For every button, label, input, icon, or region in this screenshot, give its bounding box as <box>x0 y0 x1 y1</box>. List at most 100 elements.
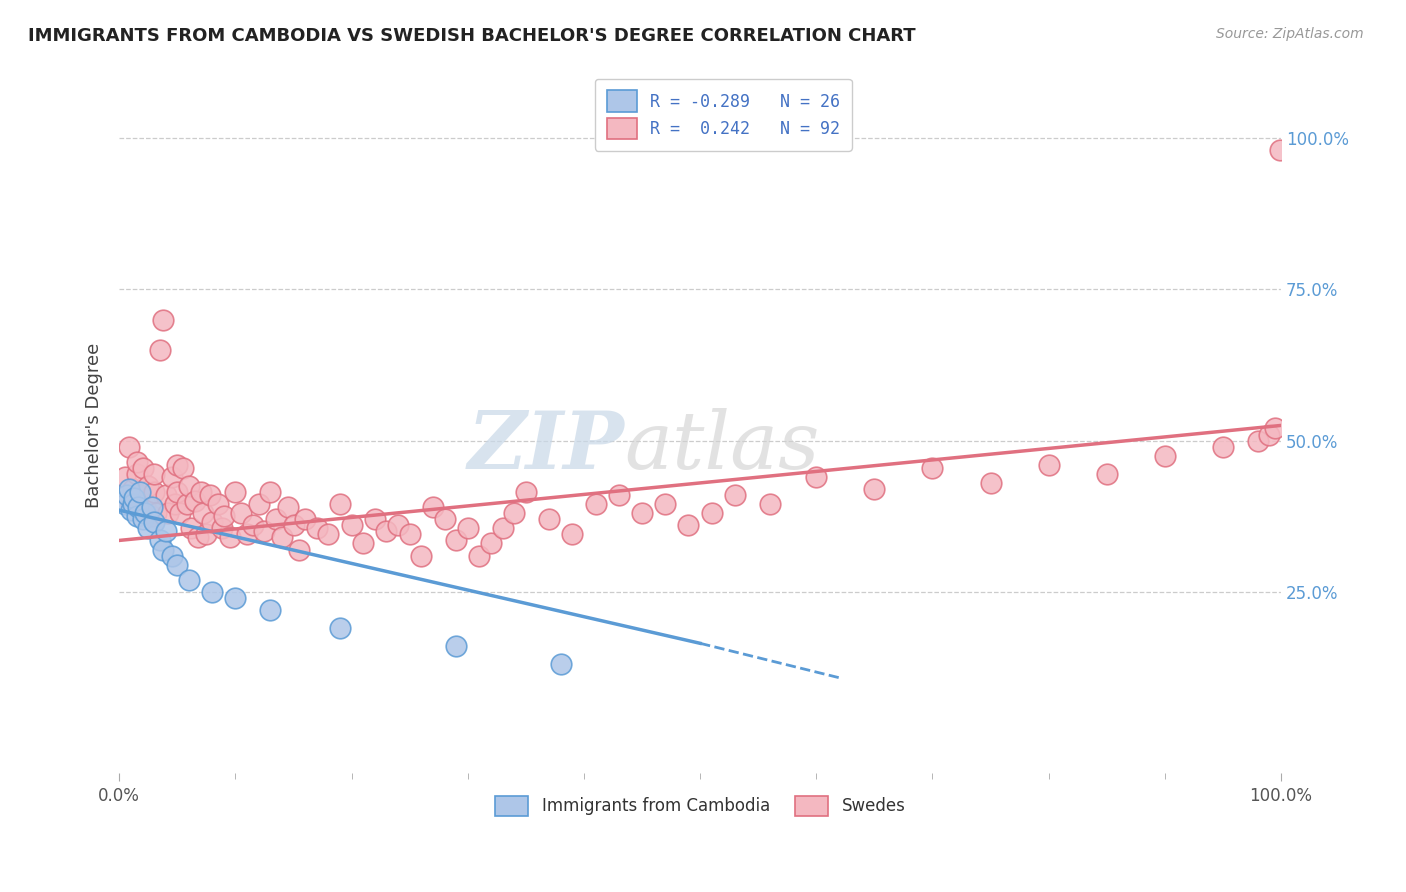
Text: Source: ZipAtlas.com: Source: ZipAtlas.com <box>1216 27 1364 41</box>
Point <box>157 506 180 520</box>
Point <box>136 479 159 493</box>
Point <box>318 527 340 541</box>
Point <box>127 500 149 515</box>
Point <box>411 549 433 563</box>
Point <box>538 512 561 526</box>
Point <box>253 524 276 539</box>
Point <box>444 640 467 654</box>
Point <box>352 536 374 550</box>
Point <box>288 542 311 557</box>
Point <box>231 506 253 520</box>
Point <box>134 497 156 511</box>
Point <box>678 518 700 533</box>
Point <box>172 460 194 475</box>
Point <box>143 516 166 530</box>
Point <box>422 500 444 515</box>
Point <box>1038 458 1060 472</box>
Point <box>561 527 583 541</box>
Point <box>191 506 214 520</box>
Point <box>247 497 270 511</box>
Point <box>457 521 479 535</box>
Point <box>131 512 153 526</box>
Point <box>585 497 607 511</box>
Text: atlas: atlas <box>624 408 820 485</box>
Point <box>176 497 198 511</box>
Point <box>184 494 207 508</box>
Point <box>631 506 654 520</box>
Point <box>160 549 183 563</box>
Point <box>1264 421 1286 435</box>
Point <box>329 497 352 511</box>
Legend: Immigrants from Cambodia, Swedes: Immigrants from Cambodia, Swedes <box>486 788 914 824</box>
Point <box>190 485 212 500</box>
Point <box>163 497 186 511</box>
Point <box>305 521 328 535</box>
Point <box>759 497 782 511</box>
Point <box>141 509 163 524</box>
Point <box>340 518 363 533</box>
Point <box>980 475 1002 490</box>
Point <box>433 512 456 526</box>
Point <box>921 460 943 475</box>
Point <box>806 470 828 484</box>
Point <box>468 549 491 563</box>
Point <box>387 518 409 533</box>
Point <box>515 485 537 500</box>
Point <box>152 312 174 326</box>
Point <box>166 458 188 472</box>
Point <box>1095 467 1118 481</box>
Point <box>375 524 398 539</box>
Point <box>1153 449 1175 463</box>
Point <box>122 497 145 511</box>
Point <box>149 533 172 548</box>
Point <box>398 527 420 541</box>
Point <box>143 485 166 500</box>
Point <box>169 506 191 520</box>
Point <box>444 533 467 548</box>
Point <box>491 521 513 535</box>
Point <box>155 488 177 502</box>
Point <box>125 509 148 524</box>
Point <box>212 509 235 524</box>
Point <box>207 497 229 511</box>
Point <box>224 591 246 605</box>
Point <box>271 530 294 544</box>
Point <box>201 585 224 599</box>
Point <box>503 506 526 520</box>
Point <box>177 573 200 587</box>
Point <box>550 657 572 672</box>
Point <box>125 455 148 469</box>
Point <box>155 524 177 539</box>
Point <box>117 482 139 496</box>
Point <box>152 542 174 557</box>
Point <box>117 440 139 454</box>
Point <box>166 485 188 500</box>
Text: ZIP: ZIP <box>468 408 624 485</box>
Point <box>180 521 202 535</box>
Point <box>479 536 502 550</box>
Point <box>259 603 281 617</box>
Point <box>166 558 188 572</box>
Point <box>149 343 172 357</box>
Point <box>294 512 316 526</box>
Text: IMMIGRANTS FROM CAMBODIA VS SWEDISH BACHELOR'S DEGREE CORRELATION CHART: IMMIGRANTS FROM CAMBODIA VS SWEDISH BACH… <box>28 27 915 45</box>
Point <box>117 488 139 502</box>
Point <box>120 497 142 511</box>
Point <box>187 530 209 544</box>
Point <box>700 506 723 520</box>
Point <box>607 488 630 502</box>
Point <box>1258 427 1281 442</box>
Point <box>283 518 305 533</box>
Point <box>120 503 142 517</box>
Point <box>218 530 240 544</box>
Point <box>236 527 259 541</box>
Point <box>1212 440 1234 454</box>
Point <box>122 482 145 496</box>
Point <box>259 485 281 500</box>
Point <box>136 521 159 535</box>
Point <box>242 518 264 533</box>
Point <box>131 460 153 475</box>
Point <box>224 485 246 500</box>
Point <box>364 512 387 526</box>
Point <box>145 506 167 520</box>
